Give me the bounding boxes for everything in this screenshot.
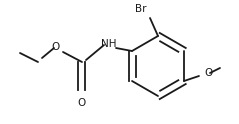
- Text: Br: Br: [135, 4, 147, 14]
- Text: NH: NH: [101, 39, 117, 49]
- Text: O: O: [204, 68, 212, 78]
- Text: O: O: [78, 98, 86, 108]
- Text: O: O: [52, 42, 60, 52]
